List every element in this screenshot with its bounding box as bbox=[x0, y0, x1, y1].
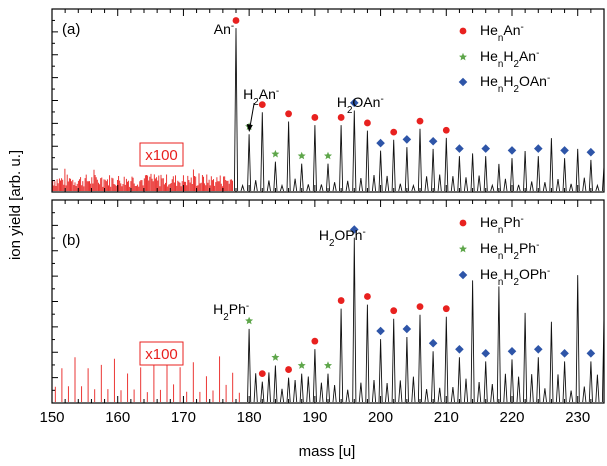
HenH2OAn--marker bbox=[349, 98, 359, 108]
HenAn--marker bbox=[390, 128, 398, 136]
HenH2OAn--marker bbox=[560, 146, 569, 155]
HenH2OPh--marker bbox=[402, 324, 412, 334]
panel-label: (b) bbox=[62, 232, 80, 249]
HenPh--marker bbox=[311, 337, 319, 345]
HenH2OPh--marker bbox=[507, 347, 517, 356]
legend-marker bbox=[458, 270, 468, 280]
annotation-arrowhead bbox=[246, 124, 253, 132]
HenH2OPh--marker bbox=[376, 326, 385, 336]
HenH2An--marker bbox=[324, 151, 332, 160]
HenPh--marker bbox=[285, 366, 292, 373]
HenH2OAn--marker bbox=[428, 136, 438, 146]
legend-label: HenH2OPh- bbox=[480, 266, 550, 288]
spectrum bbox=[52, 28, 604, 192]
legend-label: HenH2Ph- bbox=[480, 240, 539, 262]
x-tick-label: 190 bbox=[302, 409, 327, 426]
HenH2OAn--marker bbox=[481, 144, 491, 153]
spectrum bbox=[54, 237, 604, 403]
peak-annotation: H2OPh- bbox=[319, 227, 366, 249]
scale-factor-label: x100 bbox=[145, 147, 178, 164]
HenPh--marker bbox=[364, 293, 371, 300]
panel-b: 150 160 170 180 190 200 210 220 230 (b) x100 HenPh-… bbox=[39, 199, 605, 426]
HenH2An--marker bbox=[271, 149, 280, 158]
peak-annotation: H2Ph- bbox=[213, 301, 249, 323]
peak-annotation: H2OAn- bbox=[337, 94, 384, 116]
scale-factor-label: x100 bbox=[145, 346, 178, 363]
main-spectrum-trace bbox=[233, 28, 604, 192]
HenH2OPh--marker bbox=[481, 349, 491, 358]
HenH2OAn--marker bbox=[455, 144, 464, 153]
HenPh--marker bbox=[258, 370, 266, 378]
HenH2OAn--marker bbox=[507, 146, 517, 155]
legend-marker bbox=[458, 77, 468, 87]
HenH2OPh--marker bbox=[560, 349, 569, 358]
scale-factor-box bbox=[139, 341, 184, 366]
x-tick-label: 220 bbox=[499, 409, 524, 426]
main-spectrum-trace bbox=[247, 237, 604, 403]
HenH2Ph--marker bbox=[271, 353, 280, 361]
HenPh--marker bbox=[337, 297, 345, 304]
HenH2Ph--marker bbox=[324, 361, 332, 369]
HenAn--marker bbox=[232, 17, 240, 24]
HenH2OAn--marker bbox=[586, 147, 596, 157]
HenH2OPh--marker bbox=[428, 338, 438, 348]
scale-factor-box bbox=[139, 142, 184, 167]
x-tick-label: 160 bbox=[105, 409, 130, 426]
HenAn--marker bbox=[416, 117, 424, 125]
HenAn--marker bbox=[337, 114, 345, 121]
legend-label: HenPh- bbox=[480, 214, 524, 236]
annotation-arrow bbox=[249, 102, 255, 127]
HenPh--marker bbox=[390, 307, 398, 315]
HenH2An--marker bbox=[297, 151, 306, 160]
HenH2OPh--marker bbox=[586, 349, 596, 358]
x-tick-label: 200 bbox=[368, 409, 393, 426]
x-tick-label: 210 bbox=[434, 409, 459, 426]
legend-marker bbox=[459, 219, 467, 227]
HenH2Ph--marker bbox=[245, 316, 254, 325]
legend-marker bbox=[459, 244, 467, 253]
HenH2OAn--marker bbox=[402, 135, 412, 144]
HenPh--marker bbox=[442, 305, 450, 313]
HenAn--marker bbox=[364, 119, 371, 127]
legend-marker bbox=[459, 52, 467, 61]
x-tick-label: 180 bbox=[237, 409, 262, 426]
HenAn--marker bbox=[311, 114, 319, 121]
HenAn--marker bbox=[442, 126, 450, 134]
panel-label: (a) bbox=[62, 21, 80, 38]
scaled-peaks-trace bbox=[54, 356, 240, 402]
legend-marker bbox=[459, 27, 467, 35]
panel-a: (a) x100 HenAn- HenH2An- HenH2OAn- An- H2An- H2… bbox=[51, 8, 605, 193]
x-axis-label: mass [u] bbox=[299, 443, 356, 460]
legend-label: HenH2An- bbox=[480, 48, 539, 70]
x-tick-label: 170 bbox=[171, 409, 196, 426]
HenAn--marker bbox=[285, 110, 292, 118]
peak-annotation: H2An- bbox=[243, 86, 279, 108]
x-tick-label: 230 bbox=[565, 409, 590, 426]
HenPh--marker bbox=[416, 303, 424, 311]
scaled-noise-trace bbox=[52, 168, 233, 191]
legend-label: HenAn- bbox=[480, 22, 524, 44]
HenH2OPh--marker bbox=[455, 344, 464, 354]
peak-annotation: An- bbox=[214, 21, 234, 38]
axis-labels: ion yield [arb. u.] mass [u] bbox=[7, 150, 355, 460]
HenH2OAn--marker bbox=[533, 144, 543, 153]
legend-label: HenH2OAn- bbox=[480, 73, 550, 95]
HenH2OPh--marker bbox=[533, 344, 543, 354]
y-axis-label: ion yield [arb. u.] bbox=[7, 150, 24, 260]
HenH2Ph--marker bbox=[297, 361, 306, 369]
x-tick-label: 150 bbox=[39, 409, 64, 426]
HenH2OAn--marker bbox=[376, 138, 385, 148]
HenAn--marker bbox=[258, 101, 266, 109]
HenH2OPh--marker bbox=[349, 225, 359, 234]
